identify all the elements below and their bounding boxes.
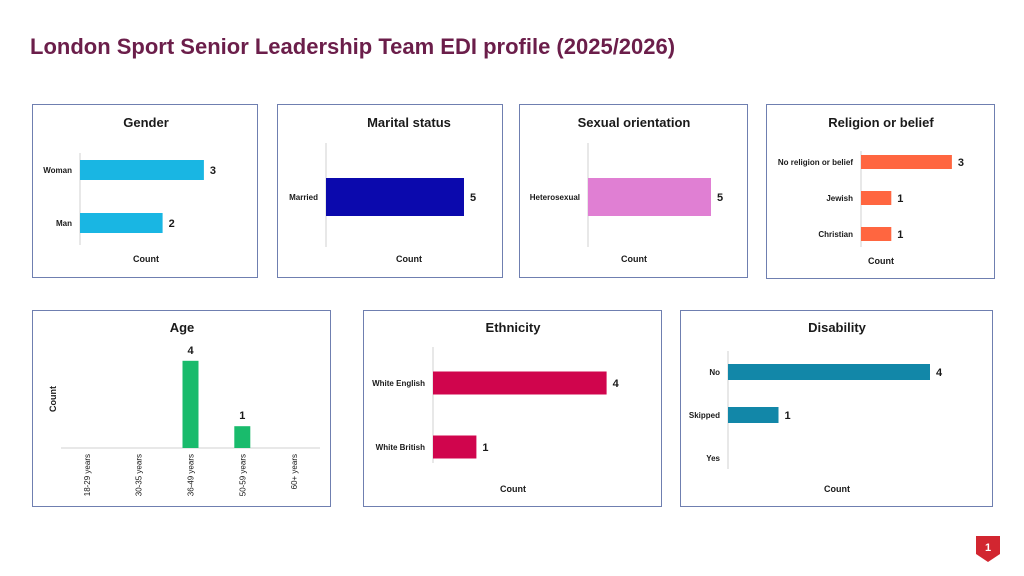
chart-title: Religion or belief bbox=[828, 115, 934, 130]
chart-title: Sexual orientation bbox=[578, 115, 691, 130]
category-label: Heterosexual bbox=[530, 193, 580, 202]
category-label: Man bbox=[56, 219, 72, 228]
category-label: 30-35 years bbox=[135, 454, 144, 496]
bar bbox=[433, 371, 607, 395]
bar bbox=[861, 155, 952, 169]
bar bbox=[861, 227, 892, 241]
data-label: 3 bbox=[210, 165, 216, 177]
chart-title: Gender bbox=[123, 115, 169, 130]
category-label: Skipped bbox=[689, 411, 720, 420]
category-label: Married bbox=[289, 193, 318, 202]
category-label: Christian bbox=[818, 230, 853, 239]
bar bbox=[182, 360, 199, 448]
category-label: No bbox=[709, 368, 720, 377]
data-label: 5 bbox=[717, 192, 723, 204]
sexual-orientation-chart-panel: Sexual orientation Heterosexual 5 Count bbox=[519, 104, 748, 278]
data-label: 1 bbox=[897, 193, 903, 205]
bar bbox=[588, 178, 711, 216]
bar bbox=[80, 160, 204, 180]
data-label: 1 bbox=[785, 410, 791, 422]
y-axis-label: Count bbox=[48, 386, 58, 412]
bar bbox=[326, 178, 464, 216]
chart-title: Age bbox=[170, 320, 195, 335]
category-label: Woman bbox=[43, 166, 72, 175]
bar bbox=[861, 191, 892, 205]
data-label: 4 bbox=[187, 345, 194, 357]
x-axis-label: Count bbox=[824, 484, 850, 494]
bar bbox=[80, 213, 163, 233]
age-chart-panel: Age Count 18-29 years 30-35 years 4 36-49 yea… bbox=[32, 310, 331, 507]
data-label: 2 bbox=[169, 218, 175, 230]
ethnicity-chart: Ethnicity White English 4 White British 1 Cou… bbox=[372, 320, 620, 494]
category-label: 50-59 years bbox=[238, 454, 247, 496]
x-axis-label: Count bbox=[133, 254, 159, 264]
category-label: White British bbox=[376, 443, 425, 452]
slide-number-badge: 1 bbox=[975, 535, 1001, 563]
slide-number: 1 bbox=[984, 542, 992, 554]
sexual-orientation-chart: Sexual orientation Heterosexual 5 Count bbox=[530, 115, 723, 264]
data-label: 1 bbox=[482, 442, 488, 454]
data-label: 5 bbox=[470, 192, 476, 204]
category-label: Jewish bbox=[826, 194, 853, 203]
category-label: No religion or belief bbox=[778, 158, 853, 167]
category-label: 18-29 years bbox=[83, 454, 92, 496]
x-axis-label: Count bbox=[868, 256, 894, 266]
data-label: 3 bbox=[958, 157, 964, 169]
marital-status-chart-panel: Marital status Married 5 Count bbox=[277, 104, 503, 278]
category-label: 60+ years bbox=[290, 454, 299, 489]
bar bbox=[234, 426, 251, 448]
gender-chart-panel: Gender Woman 3 Man 2 Count bbox=[32, 104, 258, 278]
religion-chart-panel: Religion or belief No religion or belief 3… bbox=[766, 104, 995, 279]
religion-chart: Religion or belief No religion or belief 3… bbox=[778, 115, 964, 266]
data-label: 4 bbox=[936, 367, 943, 379]
x-axis-label: Count bbox=[621, 254, 647, 264]
chart-title: Marital status bbox=[367, 115, 451, 130]
shield-icon bbox=[976, 536, 1000, 562]
ethnicity-chart-panel: Ethnicity White English 4 White British 1 Cou… bbox=[363, 310, 662, 507]
age-chart: Age Count 18-29 years 30-35 years 4 36-49 yea… bbox=[48, 320, 320, 496]
gender-chart: Gender Woman 3 Man 2 Count bbox=[43, 115, 216, 264]
bar bbox=[728, 407, 779, 423]
category-label: Yes bbox=[706, 454, 720, 463]
page-title: London Sport Senior Leadership Team EDI … bbox=[30, 34, 676, 59]
bar bbox=[728, 364, 930, 380]
disability-chart: Disability No 4 Skipped 1 Yes Count bbox=[689, 320, 943, 494]
category-label: White English bbox=[372, 379, 425, 388]
data-label: 4 bbox=[613, 378, 620, 390]
x-axis-label: Count bbox=[396, 254, 422, 264]
bar bbox=[433, 435, 477, 459]
marital-status-chart: Marital status Married 5 Count bbox=[289, 115, 476, 264]
disability-chart-panel: Disability No 4 Skipped 1 Yes Count bbox=[680, 310, 993, 507]
chart-title: Disability bbox=[808, 320, 867, 335]
data-label: 1 bbox=[239, 410, 245, 422]
data-label: 1 bbox=[897, 229, 903, 241]
chart-title: Ethnicity bbox=[486, 320, 542, 335]
category-label: 36-49 years bbox=[187, 454, 196, 496]
x-axis-label: Count bbox=[500, 484, 526, 494]
